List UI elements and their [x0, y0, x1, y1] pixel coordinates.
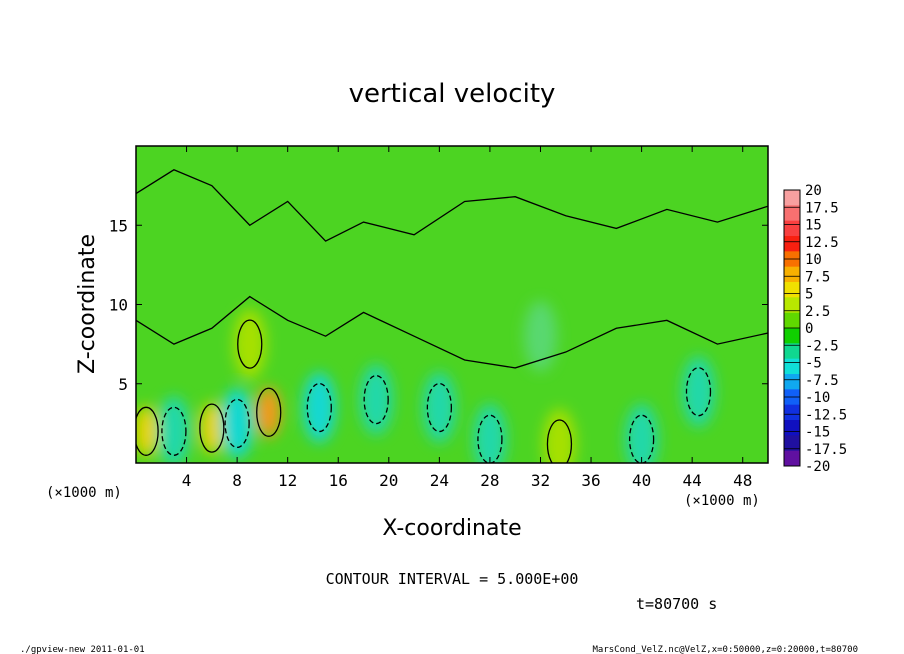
colorbar-label: 17.5 — [805, 200, 839, 216]
colorbar-label: 7.5 — [805, 269, 830, 285]
contour-line — [136, 169, 768, 242]
contour-line — [426, 382, 453, 433]
colorbar-swatch — [784, 312, 800, 329]
x-tick-label: 32 — [531, 471, 550, 490]
x-tick-label: 12 — [278, 471, 297, 490]
contour-line — [628, 414, 655, 463]
x-tick-label: 28 — [480, 471, 499, 490]
y-tick-label: 5 — [118, 375, 128, 394]
colorbar-label: -20 — [805, 459, 830, 475]
x-tick-label: 48 — [733, 471, 752, 490]
y-axis-unit: (×1000 m) — [46, 485, 122, 501]
x-tick-label: 24 — [430, 471, 449, 490]
x-tick-label: 40 — [632, 471, 651, 490]
x-tick-label: 36 — [581, 471, 600, 490]
colorbar-swatch — [784, 297, 800, 314]
y-tick-label: 10 — [109, 296, 128, 315]
colorbar-label: -5 — [805, 356, 822, 372]
contour-line — [546, 419, 573, 463]
colorbar-swatch — [784, 190, 800, 206]
contour-line — [477, 414, 503, 463]
heatmap-cell — [136, 405, 159, 457]
colorbar-swatch — [784, 282, 800, 298]
colorbar-label: 0 — [805, 321, 813, 337]
colorbar-swatch — [784, 435, 800, 452]
y-axis: 5 10 15 — [109, 216, 768, 394]
y-tick-label: 15 — [109, 216, 128, 235]
heatmap-cell — [523, 301, 557, 372]
colorbar-label: -2.5 — [805, 338, 839, 354]
colorbar-label: 5 — [805, 287, 813, 303]
chart-title: vertical velocity — [349, 79, 556, 109]
contour-interval-text: CONTOUR INTERVAL = 5.000E+00 — [326, 570, 579, 588]
contour-line — [685, 367, 712, 417]
colorbar-label: 10 — [805, 252, 822, 268]
footer-left: ./gpview-new 2011-01-01 — [20, 645, 145, 654]
time-text: t=80700 s — [636, 595, 717, 613]
x-tick-label: 4 — [182, 471, 192, 490]
colorbar-label: 12.5 — [805, 235, 839, 251]
x-axis-unit: (×1000 m) — [684, 493, 760, 509]
colorbar-swatch — [784, 404, 800, 421]
contour-line — [161, 406, 187, 456]
colorbar-swatch — [784, 450, 800, 467]
contour-line — [224, 398, 250, 449]
colorbar-swatch — [784, 358, 800, 375]
x-tick-label: 20 — [379, 471, 398, 490]
heatmap-cell — [625, 404, 659, 463]
colorbar-swatch — [784, 266, 800, 283]
colorbar-label: 15 — [805, 218, 822, 234]
colorbar-label: -15 — [805, 425, 830, 441]
colorbar-label: -10 — [805, 390, 830, 406]
x-tick-label: 16 — [329, 471, 348, 490]
contour-line — [306, 382, 332, 433]
colorbar-swatch — [784, 343, 800, 360]
x-tick-label: 8 — [232, 471, 242, 490]
contour-line — [136, 406, 159, 456]
colorbar-swatch — [784, 236, 800, 252]
x-axis-label: X-coordinate — [382, 516, 521, 541]
colorbar-label: 2.5 — [805, 304, 830, 320]
colorbar-label: -7.5 — [805, 373, 839, 389]
x-axis: 4 8 12 16 20 24 28 32 36 40 44 48 — [182, 146, 752, 490]
colorbar-swatch — [784, 374, 800, 390]
colorbar-swatch — [784, 205, 800, 222]
x-tick-label: 44 — [683, 471, 702, 490]
footer-right: MarsCond_VelZ.nc@VelZ,x=0:50000,z=0:2000… — [592, 645, 858, 654]
colorbar-swatch — [784, 220, 800, 237]
heatmap-field — [136, 146, 768, 463]
heatmap-cell — [473, 404, 507, 463]
contour-line — [136, 295, 768, 369]
contour-line — [237, 319, 263, 369]
contour-line — [256, 387, 282, 437]
heatmap-cell — [542, 408, 576, 463]
contour-line — [199, 403, 225, 453]
heatmap-cell — [256, 386, 281, 438]
contour-line — [363, 374, 389, 425]
colorbar-label: -12.5 — [805, 407, 847, 423]
y-axis-label: Z-coordinate — [75, 234, 100, 374]
colorbar-swatch — [784, 420, 800, 436]
colorbar-swatch — [784, 328, 800, 344]
colorbar-label: -17.5 — [805, 442, 847, 458]
colorbar-label: 20 — [805, 183, 822, 199]
heatmap-cell — [199, 402, 224, 454]
